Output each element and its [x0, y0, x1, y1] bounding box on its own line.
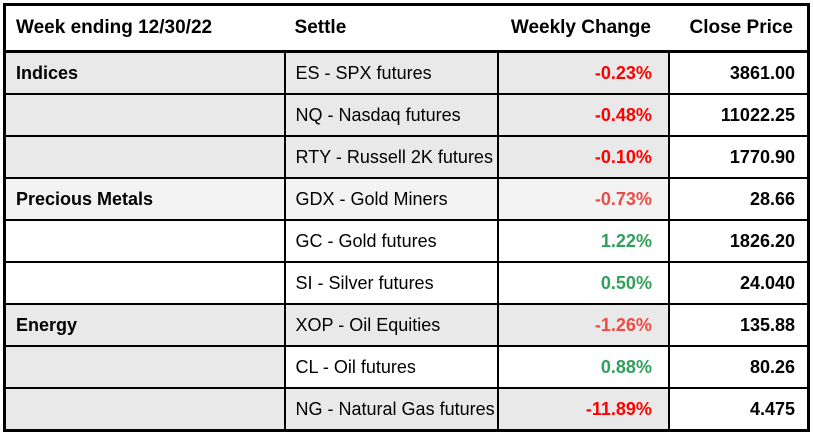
table-row-si: SI - Silver futures 0.50% 24.040: [3, 261, 810, 305]
weekly-change-cell: -0.73%: [497, 177, 670, 221]
weekly-change-cell: -0.23%: [497, 50, 670, 95]
header-close-price: Close Price: [668, 4, 809, 53]
close-price-cell: 80.26: [667, 345, 810, 389]
weekly-change-cell: -11.89%: [497, 387, 670, 432]
instrument-cell: NG - Natural Gas futures: [283, 387, 500, 432]
weekly-change-cell: 0.50%: [497, 261, 670, 305]
instrument-cell: ES - SPX futures: [283, 50, 500, 95]
weekly-change-cell: 0.88%: [497, 345, 670, 389]
instrument-cell: CL - Oil futures: [283, 345, 500, 389]
header-settle: Settle: [284, 4, 499, 53]
instrument-cell: RTY - Russell 2K futures: [283, 135, 500, 179]
category-cell: [3, 93, 286, 137]
instrument-cell: SI - Silver futures: [283, 261, 500, 305]
close-price-cell: 1770.90: [667, 135, 810, 179]
table-row-xop: Energy XOP - Oil Equities -1.26% 135.88: [3, 303, 810, 347]
table-row-ng: NG - Natural Gas futures -11.89% 4.475: [3, 387, 810, 432]
category-cell: [3, 135, 286, 179]
weekly-change-cell: 1.22%: [497, 219, 670, 263]
header-weekly-change: Weekly Change: [498, 4, 669, 53]
close-price-cell: 28.66: [667, 177, 810, 221]
instrument-cell: GDX - Gold Miners: [283, 177, 500, 221]
category-cell: [3, 219, 286, 263]
market-summary-table: Week ending 12/30/22 Settle Weekly Chang…: [3, 3, 810, 432]
table-row-rty: RTY - Russell 2K futures -0.10% 1770.90: [3, 135, 810, 179]
category-cell: Indices: [3, 50, 286, 95]
close-price-cell: 3861.00: [667, 50, 810, 95]
instrument-cell: NQ - Nasdaq futures: [283, 93, 500, 137]
table-body: Indices ES - SPX futures -0.23% 3861.00 …: [3, 50, 810, 432]
weekly-change-cell: -0.48%: [497, 93, 670, 137]
weekly-change-cell: -0.10%: [497, 135, 670, 179]
instrument-cell: GC - Gold futures: [283, 219, 500, 263]
table-row-es: Indices ES - SPX futures -0.23% 3861.00: [3, 50, 810, 95]
table-header: Week ending 12/30/22 Settle Weekly Chang…: [4, 4, 809, 53]
close-price-cell: 1826.20: [667, 219, 810, 263]
table-row-gc: GC - Gold futures 1.22% 1826.20: [3, 219, 810, 263]
category-cell: [3, 387, 286, 432]
category-cell: [3, 261, 286, 305]
close-price-cell: 24.040: [667, 261, 810, 305]
header-week-ending: Week ending 12/30/22: [4, 4, 285, 53]
category-cell: Precious Metals: [3, 177, 286, 221]
close-price-cell: 4.475: [667, 387, 810, 432]
weekly-change-cell: -1.26%: [497, 303, 670, 347]
close-price-cell: 11022.25: [667, 93, 810, 137]
instrument-cell: XOP - Oil Equities: [283, 303, 500, 347]
category-cell: Energy: [3, 303, 286, 347]
table-row-cl: CL - Oil futures 0.88% 80.26: [3, 345, 810, 389]
table-row-nq: NQ - Nasdaq futures -0.48% 11022.25: [3, 93, 810, 137]
header-row: Week ending 12/30/22 Settle Weekly Chang…: [4, 4, 809, 53]
table-row-gdx: Precious Metals GDX - Gold Miners -0.73%…: [3, 177, 810, 221]
category-cell: [3, 345, 286, 389]
close-price-cell: 135.88: [667, 303, 810, 347]
